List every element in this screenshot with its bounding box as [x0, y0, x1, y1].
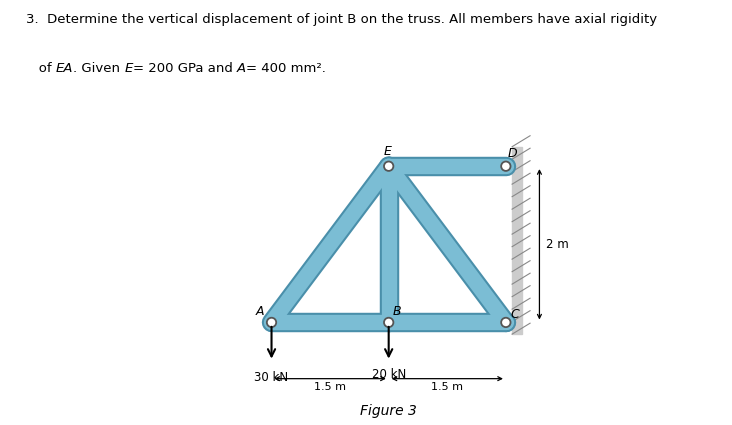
- Circle shape: [501, 318, 510, 327]
- Text: 20 kN: 20 kN: [372, 368, 406, 381]
- Text: . Given: . Given: [73, 62, 124, 75]
- Circle shape: [267, 318, 276, 327]
- Bar: [512, 147, 522, 334]
- Text: C: C: [511, 308, 520, 321]
- Circle shape: [384, 162, 393, 171]
- Text: E: E: [124, 62, 132, 75]
- Text: 2 m: 2 m: [547, 238, 569, 251]
- Text: EA: EA: [56, 62, 73, 75]
- Text: E: E: [383, 145, 391, 159]
- Text: D: D: [507, 147, 517, 160]
- Text: A: A: [255, 305, 264, 318]
- Text: B: B: [392, 305, 401, 318]
- Text: = 400 mm².: = 400 mm².: [246, 62, 326, 75]
- Text: 3.  Determine the vertical displacement of joint B on the truss. All members hav: 3. Determine the vertical displacement o…: [26, 13, 657, 26]
- Text: of: of: [26, 62, 56, 75]
- Text: 30 kN: 30 kN: [255, 371, 288, 384]
- Circle shape: [384, 318, 393, 327]
- Text: = 200 GPa and: = 200 GPa and: [132, 62, 236, 75]
- Text: A: A: [236, 62, 246, 75]
- Text: Figure 3: Figure 3: [360, 405, 417, 419]
- Circle shape: [501, 162, 510, 171]
- Text: 1.5 m: 1.5 m: [431, 382, 463, 392]
- Text: 1.5 m: 1.5 m: [314, 382, 346, 392]
